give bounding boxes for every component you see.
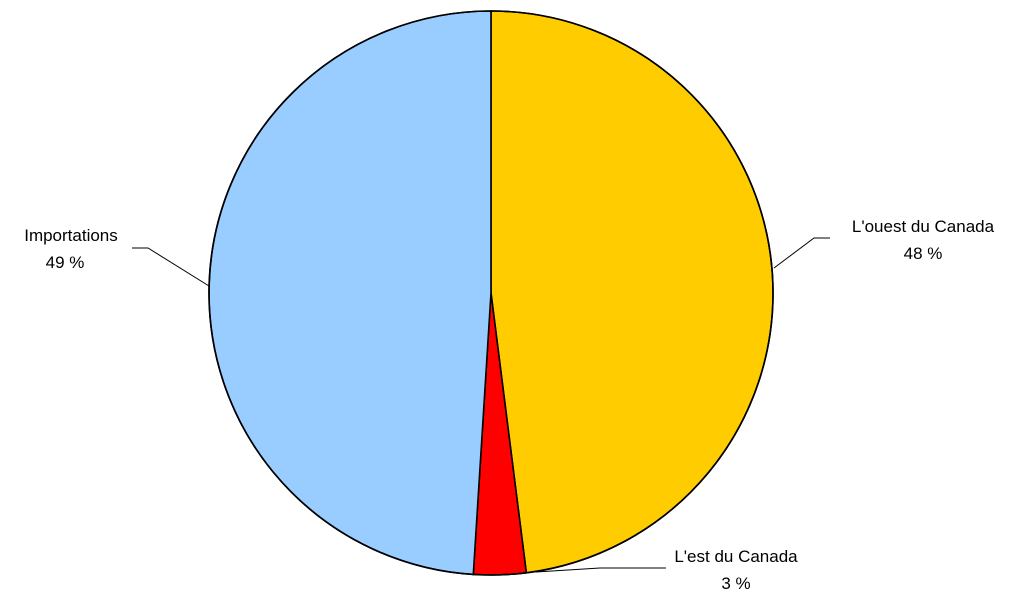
pie-outline — [208, 10, 774, 576]
leader-line-importations — [132, 247, 210, 287]
slice-label-ouest-name: L'ouest du Canada — [852, 217, 995, 236]
slice-label-est-value: 3 % — [721, 574, 750, 593]
slice-label-importations-name: Importations — [24, 226, 118, 245]
slice-label-est-name: L'est du Canada — [674, 547, 798, 566]
slice-labels: L'ouest du Canada 48 % L'est du Canada 3… — [24, 217, 994, 593]
pie-slice-0 — [490, 10, 774, 574]
leader-line-est — [535, 567, 666, 573]
slice-label-ouest-value: 48 % — [904, 244, 943, 263]
pie-slices — [208, 10, 774, 576]
leader-line-ouest — [773, 237, 830, 269]
slice-label-importations-value: 49 % — [46, 253, 85, 272]
pie-slice-2 — [208, 10, 492, 576]
leader-lines — [132, 237, 830, 573]
